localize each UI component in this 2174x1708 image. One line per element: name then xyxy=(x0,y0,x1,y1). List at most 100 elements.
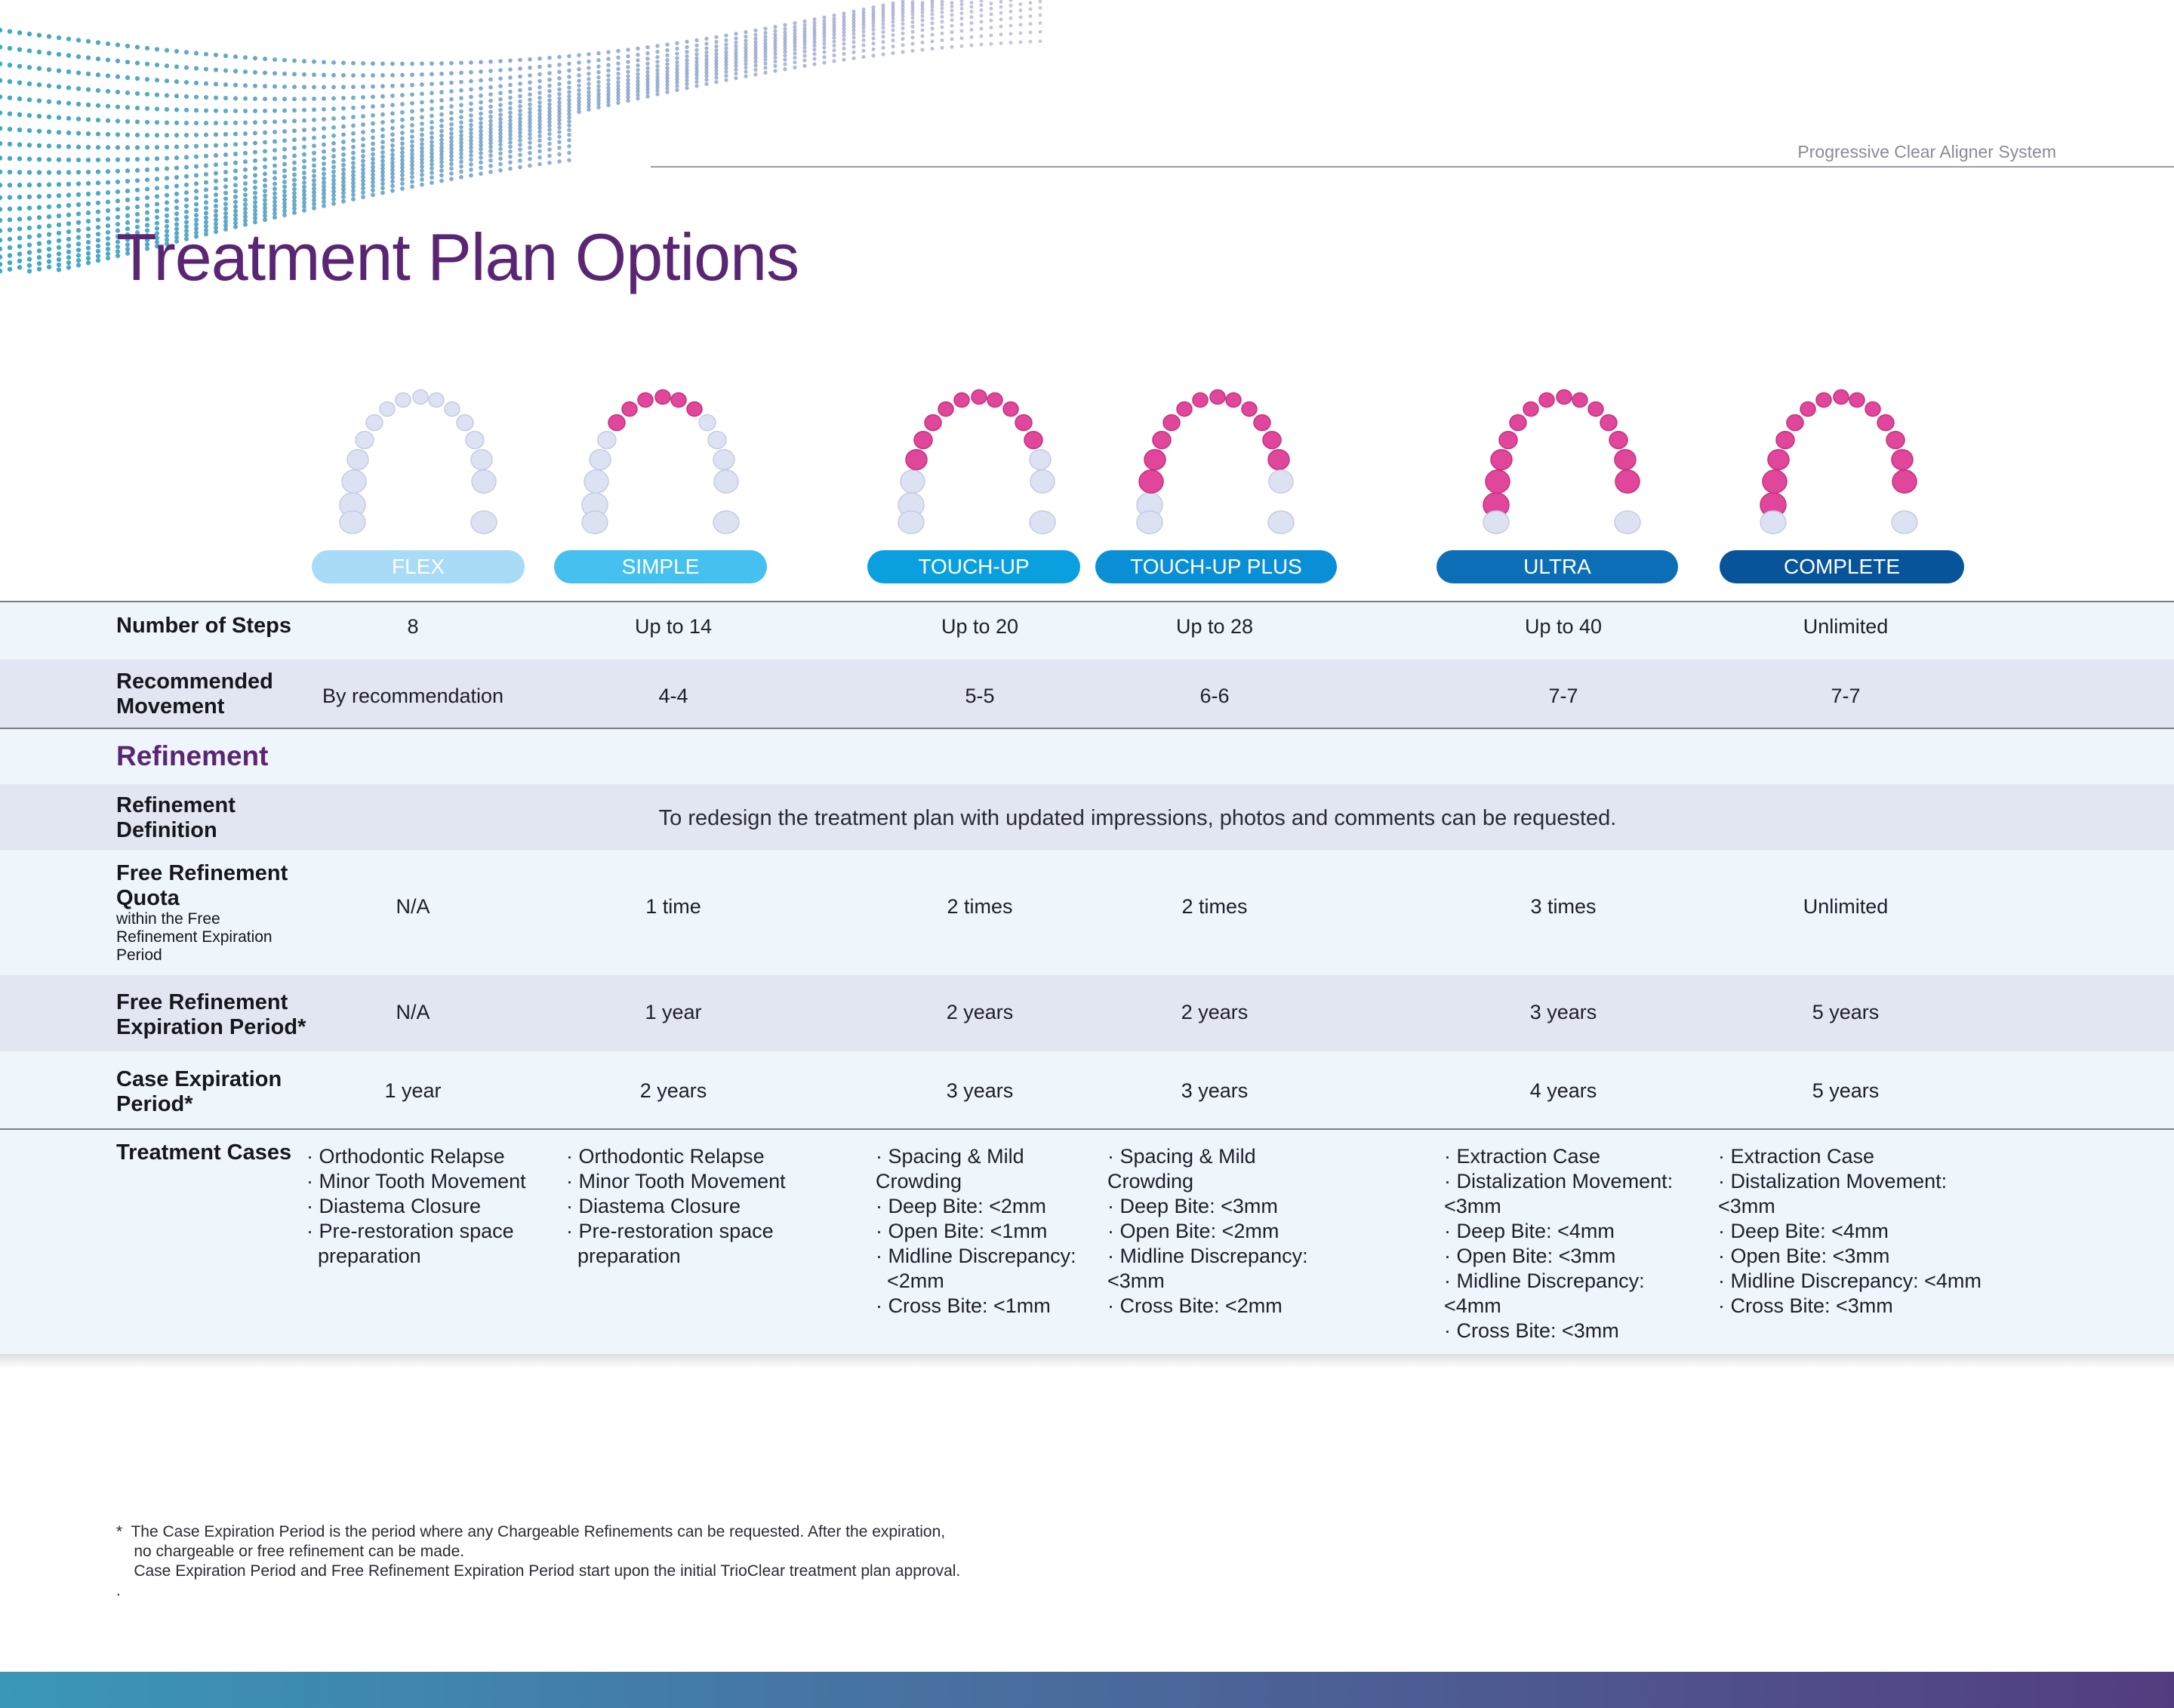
wave-dot xyxy=(0,125,3,131)
wave-dot xyxy=(881,9,885,14)
movement-flex: By recommendation xyxy=(322,685,504,707)
wave-dot xyxy=(567,158,571,162)
wave-dot xyxy=(881,18,885,23)
wave-dot xyxy=(341,72,346,78)
row-label-definition-line1: Refinement xyxy=(116,793,236,817)
wave-dot xyxy=(508,75,513,80)
wave-dot xyxy=(380,190,385,195)
wave-dot xyxy=(322,155,326,161)
wave-dot xyxy=(567,90,571,94)
wave-dot xyxy=(861,26,866,30)
wave-dot xyxy=(223,219,229,224)
wave-dot xyxy=(174,239,180,244)
wave-dot xyxy=(105,88,111,94)
wave-dot xyxy=(950,37,954,42)
wave-dot xyxy=(655,63,660,69)
wave-dot xyxy=(557,103,562,109)
wave-dot xyxy=(36,241,42,246)
wave-dot xyxy=(56,238,62,243)
wave-dot xyxy=(626,74,630,78)
wave-dot xyxy=(479,111,483,116)
wave-dot xyxy=(252,212,258,217)
wave-dot xyxy=(420,177,424,182)
wave-dot xyxy=(1028,22,1033,26)
wave-dot xyxy=(420,91,424,97)
wave-dot xyxy=(0,217,3,223)
wave-dot xyxy=(665,42,670,47)
wave-dot xyxy=(567,108,571,113)
wave-dot xyxy=(292,182,297,187)
wave-dot xyxy=(183,174,189,179)
wave-dot xyxy=(341,124,346,129)
wave-dot xyxy=(252,204,258,209)
wave-dot xyxy=(36,233,42,239)
wave-dot xyxy=(744,38,748,43)
row-label-movement: Recommended Movement xyxy=(116,669,273,719)
wave-dot xyxy=(557,91,562,97)
wave-dot xyxy=(842,11,846,16)
wave-dot xyxy=(1038,21,1042,25)
wave-dot xyxy=(85,233,91,239)
wave-dot xyxy=(312,163,316,168)
wave-dot xyxy=(144,242,150,248)
wave-dot xyxy=(26,257,32,262)
cases-ultra: · Extraction Case · Distalization Moveme… xyxy=(1444,1145,1674,1342)
wave-dot xyxy=(783,54,787,58)
table-cases-rule xyxy=(0,1128,2174,1130)
wave-dot xyxy=(361,137,365,142)
wave-dot xyxy=(134,204,140,210)
wave-dot xyxy=(920,40,925,45)
wave-dot xyxy=(341,190,346,195)
wave-dot xyxy=(459,159,463,165)
wave-dot xyxy=(134,91,140,97)
wave-dot xyxy=(498,97,503,102)
wave-dot xyxy=(439,168,444,173)
wave-dot xyxy=(263,177,267,183)
wave-dot xyxy=(390,143,395,148)
wave-dot xyxy=(557,96,562,101)
wave-dot xyxy=(420,137,424,142)
wave-dot xyxy=(959,22,964,26)
tooth xyxy=(428,392,445,408)
wave-dot xyxy=(645,91,650,95)
wave-dot xyxy=(734,44,738,48)
wave-dot xyxy=(724,50,728,54)
tooth xyxy=(1029,510,1056,534)
wave-dot xyxy=(753,40,758,45)
wave-dot xyxy=(56,193,62,198)
tooth xyxy=(1775,430,1795,450)
wave-dot xyxy=(950,30,954,35)
wave-dot xyxy=(430,143,434,149)
wave-dot xyxy=(616,87,620,92)
wave-dot xyxy=(125,60,131,65)
wave-dot xyxy=(714,75,719,80)
table-top-rule xyxy=(0,601,2174,602)
wave-dot xyxy=(26,242,32,248)
wave-dot xyxy=(1018,40,1023,45)
wave-dot xyxy=(371,183,375,189)
wave-dot xyxy=(430,119,434,125)
wave-dot xyxy=(134,156,140,162)
wave-dot xyxy=(694,38,699,42)
wave-dot xyxy=(518,116,522,121)
wave-dot xyxy=(999,24,1003,29)
wave-dot xyxy=(302,196,306,202)
wave-dot xyxy=(213,192,219,198)
free-expiration-touch-up-plus: 2 years xyxy=(1181,1001,1249,1023)
wave-dot xyxy=(410,155,414,161)
wave-dot xyxy=(714,35,719,39)
wave-dot xyxy=(154,133,160,138)
wave-dot xyxy=(400,181,405,186)
wave-dot xyxy=(223,108,229,113)
wave-dot xyxy=(753,32,758,37)
wave-dot xyxy=(292,177,297,183)
wave-dot xyxy=(714,68,719,72)
wave-dot xyxy=(920,28,925,32)
wave-dot xyxy=(75,181,82,186)
wave-dot xyxy=(626,69,630,74)
wave-dot xyxy=(891,38,895,43)
wave-dot xyxy=(95,56,101,62)
wave-dot xyxy=(213,178,219,183)
wave-dot xyxy=(341,85,346,90)
wave-dot xyxy=(322,187,326,192)
